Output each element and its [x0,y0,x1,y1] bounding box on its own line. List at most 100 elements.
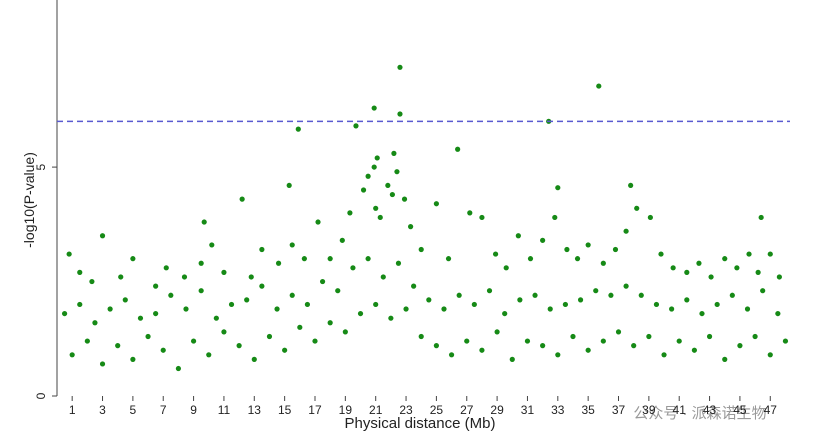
snp-point [562,301,568,308]
x-tick-label: 23 [399,403,413,417]
x-tick-label: 43 [703,403,717,417]
snp-point [61,310,68,317]
x-tick-label: 17 [308,403,322,417]
y-tick-label: 0 [34,392,48,399]
snp-point [198,260,204,266]
snp-point [684,297,690,303]
x-tick-label: 45 [733,403,747,417]
x-tick-label: 41 [673,403,687,417]
snp-point [540,343,546,349]
snp-point [391,150,397,156]
snp-point [350,265,356,271]
snp-point [130,256,136,262]
snp-point [479,347,485,353]
snp-point [137,315,144,321]
snp-point [433,343,439,349]
x-tick-label: 1 [69,403,76,417]
snp-point [455,146,461,152]
snp-point [574,256,581,262]
snp-point [433,201,439,207]
snp-point [295,126,301,132]
snp-point [160,347,166,353]
snp-point [708,274,714,280]
snp-point [426,297,432,303]
snp-point [445,256,452,262]
snp-point [623,283,629,289]
snp-point [628,182,634,189]
snp-point [615,329,622,335]
snp-point [755,269,761,275]
snp-point [722,356,728,362]
snp-point [658,251,664,257]
snp-point [767,352,773,358]
snp-point [319,278,326,285]
x-tick-label: 37 [612,403,626,417]
snp-point [77,269,83,275]
snp-point [347,210,353,216]
x-tick-label: 7 [160,403,167,417]
snp-point [403,306,409,312]
snp-point [360,187,367,193]
snp-point [248,274,254,280]
x-tick-label: 9 [190,403,197,417]
snp-point [593,288,599,294]
snp-point [228,301,235,308]
x-tick-label: 39 [642,403,656,417]
snp-point [312,338,318,344]
snp-point [342,329,348,335]
snp-point [266,333,273,340]
snp-point [374,155,380,161]
snp-point [373,301,379,308]
snp-point [213,315,219,321]
snp-point [503,265,509,271]
snp-point [77,301,83,308]
snp-point [532,292,538,298]
snp-point [327,256,333,262]
snp-point [669,306,675,312]
snp-point [282,347,288,353]
snp-point [175,365,182,372]
snp-point [661,352,667,358]
x-tick-label: 31 [521,403,535,417]
snp-point [684,269,690,275]
snp-point [304,301,311,308]
snp-point [744,306,751,312]
snp-point [153,310,159,317]
snp-point [357,310,364,317]
snp-point [608,292,614,298]
snp-point [301,256,307,262]
snp-point [448,352,455,358]
snp-point [145,333,151,340]
snp-point [600,260,606,266]
snp-point [397,64,403,70]
x-tick-label: 47 [764,403,778,417]
x-tick-label: 35 [581,403,595,417]
snp-point [758,214,764,221]
snp-point [509,356,515,362]
snp-point [408,224,414,230]
x-tick-label: 15 [278,403,292,417]
snp-point [634,205,640,211]
snp-point [564,246,570,253]
snp-point [418,246,424,253]
snp-point [676,338,682,344]
snp-point [259,283,265,289]
snp-point [441,306,447,312]
snp-point [782,338,789,344]
snp-point [395,260,402,266]
snp-point [107,306,113,312]
snp-point [201,219,207,225]
snp-point [585,242,591,248]
snp-point [653,301,660,308]
snp-point [289,242,295,248]
snp-point [729,292,735,298]
snp-point [99,233,106,239]
snp-point [722,256,728,262]
x-tick-label: 19 [339,403,353,417]
snp-point [596,83,602,89]
snp-point [130,356,136,362]
snp-point [577,297,584,303]
snp-point [286,182,292,189]
snp-point [699,310,705,317]
snp-point [517,297,523,303]
